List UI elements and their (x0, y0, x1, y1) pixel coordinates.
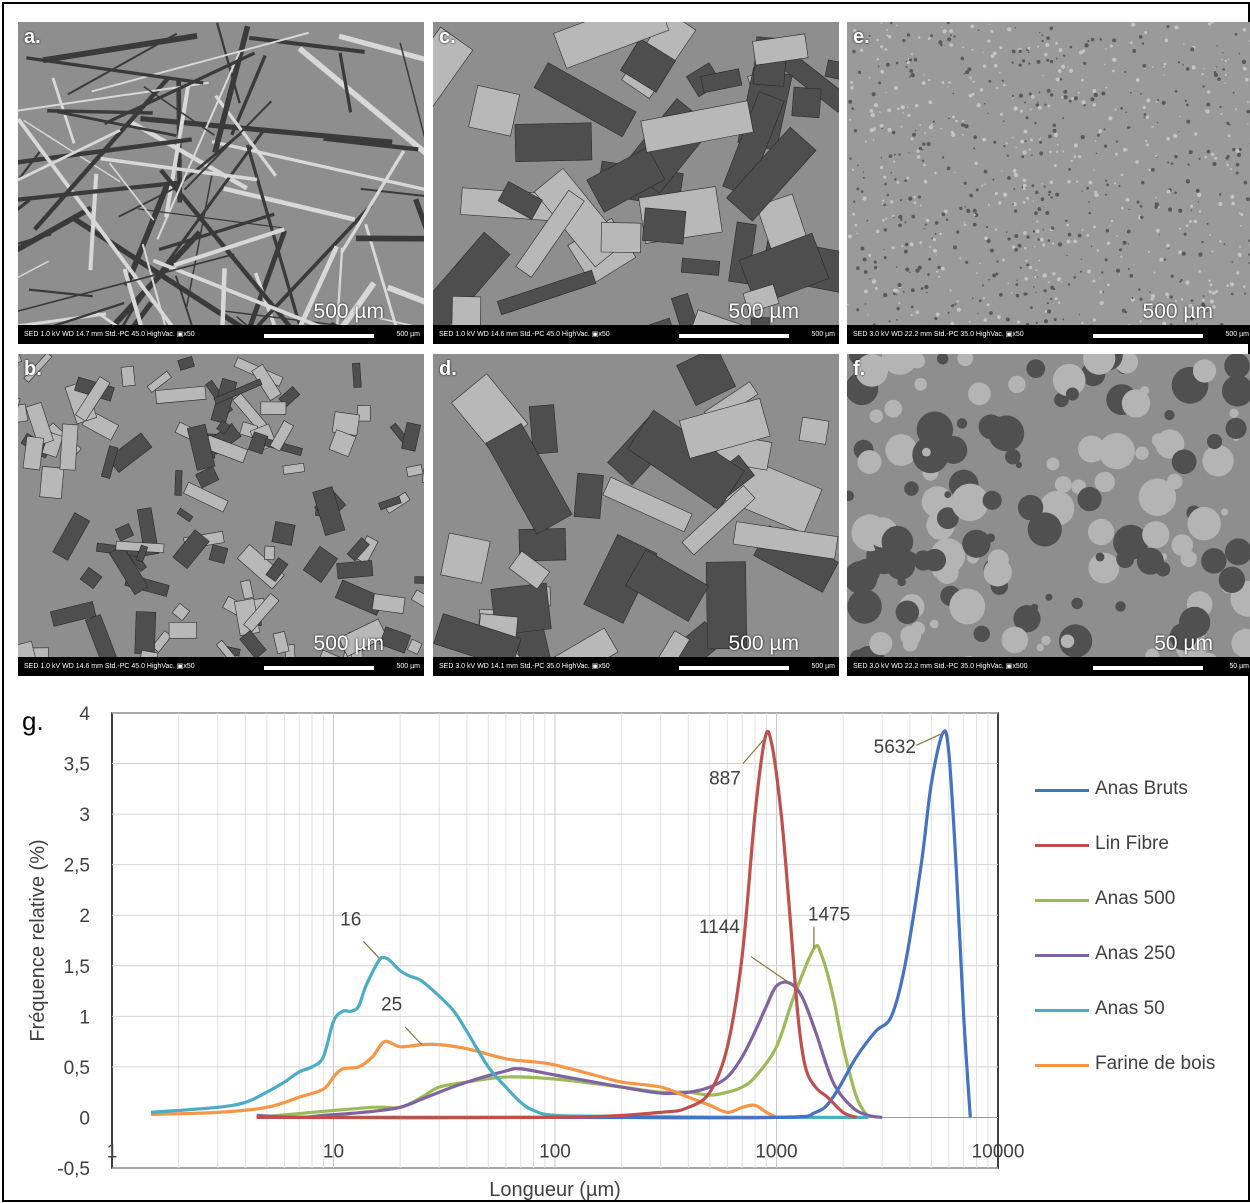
series-line-anas-50 (150, 955, 869, 1120)
scale-bar-small-label: 500 µm (811, 331, 836, 338)
scale-bar-small-label: 500 µm (396, 331, 421, 338)
legend-label: Anas 50 (1095, 998, 1165, 1019)
panel-label: b. (24, 358, 42, 380)
y-tick-label: 0 (79, 1108, 90, 1129)
sem-image-b: b. SED 1.0 kV WD 14.6 mm Std.-PC 45.0 Hig… (18, 354, 424, 676)
scale-bar (1093, 666, 1203, 670)
x-tick-label: 1000 (755, 1141, 797, 1162)
legend-label: Anas 500 (1095, 888, 1176, 909)
legend-label: Anas Bruts (1095, 778, 1188, 799)
scale-bar-small-label: 50 µm (1229, 663, 1249, 670)
panel-label: c. (439, 26, 456, 48)
annotation-label: 1475 (808, 905, 850, 926)
scale-bar-label: 500 µm (1142, 300, 1213, 323)
panel-label: e. (853, 26, 870, 48)
y-tick-label: 0,5 (64, 1058, 90, 1079)
scale-bar-label: 50 µm (1154, 632, 1213, 655)
sem-info-bar: SED 3.0 kV WD 14.1 mm Std.-PC 35.0 HighV… (433, 657, 839, 676)
legend-swatch (1035, 1009, 1089, 1012)
y-tick-label: 1 (79, 1007, 90, 1028)
sem-image-f: f. SED 3.0 kV WD 22.2 mm Std.-PC 35.0 Hig… (847, 354, 1250, 676)
sem-image-d: d. SED 3.0 kV WD 14.1 mm Std.-PC 35.0 Hig… (433, 354, 839, 676)
scale-bar-label: 500 µm (728, 300, 799, 323)
sem-texture (18, 354, 424, 676)
y-tick-label: 2,5 (64, 856, 90, 877)
panel-label-g: g. (22, 706, 44, 736)
annotation-label: 1144 (699, 917, 740, 938)
panel-label: d. (439, 358, 457, 380)
scale-bar (264, 334, 374, 338)
sem-info-bar: SED 1.0 kV WD 14.6 mm Std.-PC 45.0 HighV… (433, 325, 839, 344)
legend-swatch (1035, 954, 1089, 957)
sem-metadata: SED 1.0 kV WD 14.6 mm Std.-PC 45.0 HighV… (439, 331, 610, 338)
sem-info-bar: SED 1.0 kV WD 14.7 mm Std.-PC 45.0 HighV… (18, 325, 424, 344)
scale-bar-small-label: 500 µm (396, 663, 421, 670)
length-distribution-chart: 1 10 100 1000 10000 -0,5 0 0,5 1 1,5 2 2,5 3 3,5 4 Long… (27, 704, 1025, 1201)
sem-image-c: c. SED 1.0 kV WD 14.6 mm Std.-PC 45.0 Hig… (433, 22, 839, 344)
scale-bar-label: 500 µm (313, 300, 384, 323)
scale-bar-label: 500 µm (728, 632, 799, 655)
annotation-leader (742, 737, 766, 764)
scale-bar (1093, 334, 1203, 338)
y-tick-label: 3,5 (64, 755, 90, 776)
y-tick-label: 3 (79, 805, 90, 826)
x-tick-label: 100 (539, 1141, 571, 1162)
scale-bar-small-label: 500 µm (811, 663, 836, 670)
y-axis-label: Fréquence relative (%) (27, 839, 49, 1041)
x-axis-label: Longueur (µm) (489, 1179, 621, 1201)
x-tick-label: 10000 (972, 1141, 1025, 1162)
scale-bar-small-label: 500 µm (1225, 331, 1250, 338)
sem-texture (847, 22, 1250, 344)
legend-label: Anas 250 (1095, 943, 1176, 964)
annotation-leader (362, 940, 380, 959)
legend-label: Lin Fibre (1095, 833, 1169, 854)
x-tick-label: 10 (323, 1141, 344, 1162)
annotation-leader (750, 956, 790, 984)
y-tick-label: 1,5 (64, 957, 90, 978)
scale-bar-label: 500 µm (313, 632, 384, 655)
scale-bar (679, 334, 789, 338)
series-line-anas-500 (256, 944, 870, 1119)
x-tick-label: 1 (107, 1141, 118, 1162)
sem-texture (433, 22, 839, 344)
sem-texture (847, 354, 1250, 676)
panel-label: f. (853, 358, 866, 380)
series-line-farine-de-bois (150, 1039, 778, 1119)
sem-metadata: SED 3.0 kV WD 22.2 mm Std.-PC 35.0 HighV… (853, 331, 1024, 338)
sem-metadata: SED 1.0 kV WD 14.7 mm Std.-PC 45.0 HighV… (24, 331, 195, 338)
series-line-lin-fibre (256, 729, 858, 1120)
sem-metadata: SED 3.0 kV WD 22.2 mm Std.-PC 35.0 HighV… (853, 663, 1028, 670)
scale-bar (264, 666, 374, 670)
legend-swatch (1035, 1064, 1089, 1067)
panel-label: a. (24, 26, 41, 48)
sem-info-bar: SED 3.0 kV WD 22.2 mm Std.-PC 35.0 HighV… (847, 657, 1250, 676)
y-tick-label: -0,5 (57, 1159, 90, 1180)
legend-label: Farine de bois (1095, 1053, 1216, 1074)
scale-bar (679, 666, 789, 670)
sem-texture (18, 22, 424, 344)
series-line-anas-bruts (256, 729, 972, 1120)
annotation-leader (404, 1026, 423, 1046)
sem-image-e: e. SED 3.0 kV WD 22.2 mm Std.-PC 35.0 Hig… (847, 22, 1250, 344)
annotation-label: 887 (709, 768, 741, 789)
y-tick-label: 4 (79, 704, 90, 725)
annotation-label: 16 (340, 910, 361, 931)
annotation-leader (916, 732, 944, 746)
legend-swatch (1035, 899, 1089, 902)
sem-info-bar: SED 3.0 kV WD 22.2 mm Std.-PC 35.0 HighV… (847, 325, 1250, 344)
sem-metadata: SED 1.0 kV WD 14.6 mm Std.-PC 45.0 HighV… (24, 663, 195, 670)
y-tick-label: 2 (79, 906, 90, 927)
series-line-anas-250 (256, 980, 883, 1119)
sem-info-bar: SED 1.0 kV WD 14.6 mm Std.-PC 45.0 HighV… (18, 657, 424, 676)
legend-swatch (1035, 844, 1089, 847)
annotation-label: 5632 (874, 737, 916, 758)
sem-texture (433, 354, 839, 676)
legend-swatch (1035, 789, 1089, 792)
sem-image-a: a. SED 1.0 kV WD 14.7 mm Std.-PC 45.0 Hig… (18, 22, 424, 344)
annotation-label: 25 (381, 995, 402, 1016)
sem-metadata: SED 3.0 kV WD 14.1 mm Std.-PC 35.0 HighV… (439, 663, 610, 670)
